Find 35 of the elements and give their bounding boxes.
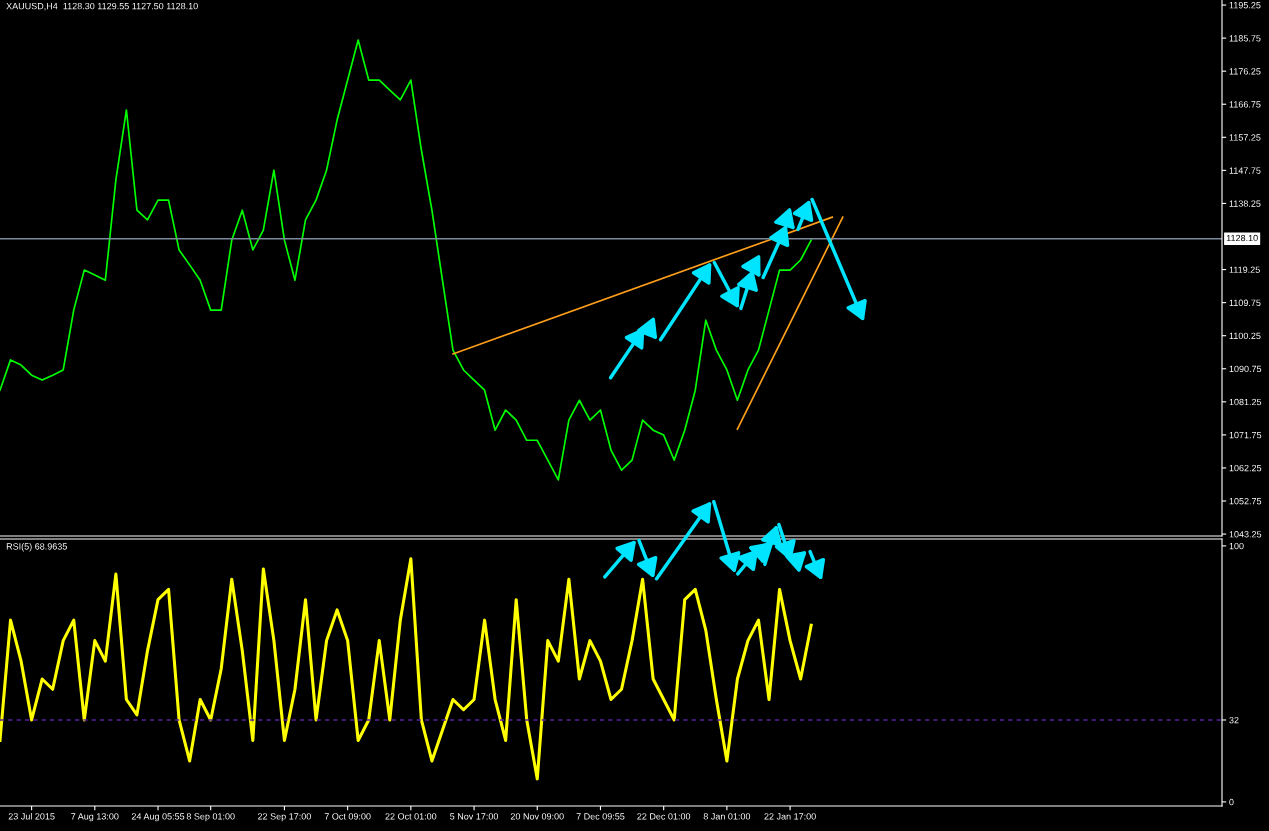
y-tick-label: 1195.25 bbox=[1229, 2, 1261, 9]
x-tick-label: 7 Oct 09:00 bbox=[324, 813, 371, 820]
y-tick-label: 1062.25 bbox=[1229, 464, 1262, 472]
x-tick-label: 22 Sep 17:00 bbox=[258, 813, 311, 822]
y-tick-label: 1157.25 bbox=[1229, 134, 1261, 141]
x-tick-label: 5 Nov 17:00 bbox=[450, 813, 499, 820]
y-tick-label: 1043.25 bbox=[1229, 531, 1262, 538]
y-tick-label: 1138.25 bbox=[1229, 200, 1261, 207]
y-tick-label: 32 bbox=[1229, 716, 1239, 724]
y-tick-label: 1119.25 bbox=[1229, 266, 1260, 273]
x-tick-label: 22 Jan 17:00 bbox=[764, 813, 816, 820]
y-tick-label: 0 bbox=[1229, 798, 1234, 806]
chart-title: XAUUSD,H4 1128.30 1129.55 1127.50 1128.10 bbox=[6, 2, 198, 11]
x-tick-label: 23 Jul 2015 bbox=[8, 812, 55, 820]
y-tick-label: 1052.75 bbox=[1229, 497, 1262, 505]
chart-title: RSI(5) 68.9635 bbox=[6, 543, 67, 552]
x-tick-label: 22 Dec 01:00 bbox=[637, 813, 691, 820]
y-tick-label: 1100.25 bbox=[1229, 332, 1261, 340]
x-tick-label: 7 Dec 09:55 bbox=[576, 813, 625, 820]
y-tick-label: 1109.75 bbox=[1229, 299, 1261, 306]
y-tick-label: 1090.75 bbox=[1229, 365, 1262, 373]
y-tick-label: 1071.75 bbox=[1229, 431, 1262, 439]
y-tick-label: 1081.25 bbox=[1229, 398, 1262, 406]
y-tick-label: 1185.75 bbox=[1229, 35, 1261, 42]
y-tick-label: 1147.75 bbox=[1229, 167, 1261, 174]
y-tick-label: 1176.25 bbox=[1229, 68, 1261, 75]
x-tick-label: 8 Sep 01:00 bbox=[186, 813, 235, 822]
x-tick-label: 7 Aug 13:00 bbox=[71, 813, 119, 822]
ref-line-label: 1128.10 bbox=[1226, 234, 1258, 242]
x-tick-label: 8 Jan 01:00 bbox=[703, 813, 751, 820]
x-tick-label: 20 Nov 09:00 bbox=[510, 813, 564, 820]
x-tick-label: 22 Oct 01:00 bbox=[385, 813, 437, 820]
y-tick-label: 1166.75 bbox=[1229, 101, 1261, 108]
y-tick-label: 100 bbox=[1229, 542, 1244, 550]
x-tick-label: 24 Aug 05:55 bbox=[131, 813, 185, 822]
